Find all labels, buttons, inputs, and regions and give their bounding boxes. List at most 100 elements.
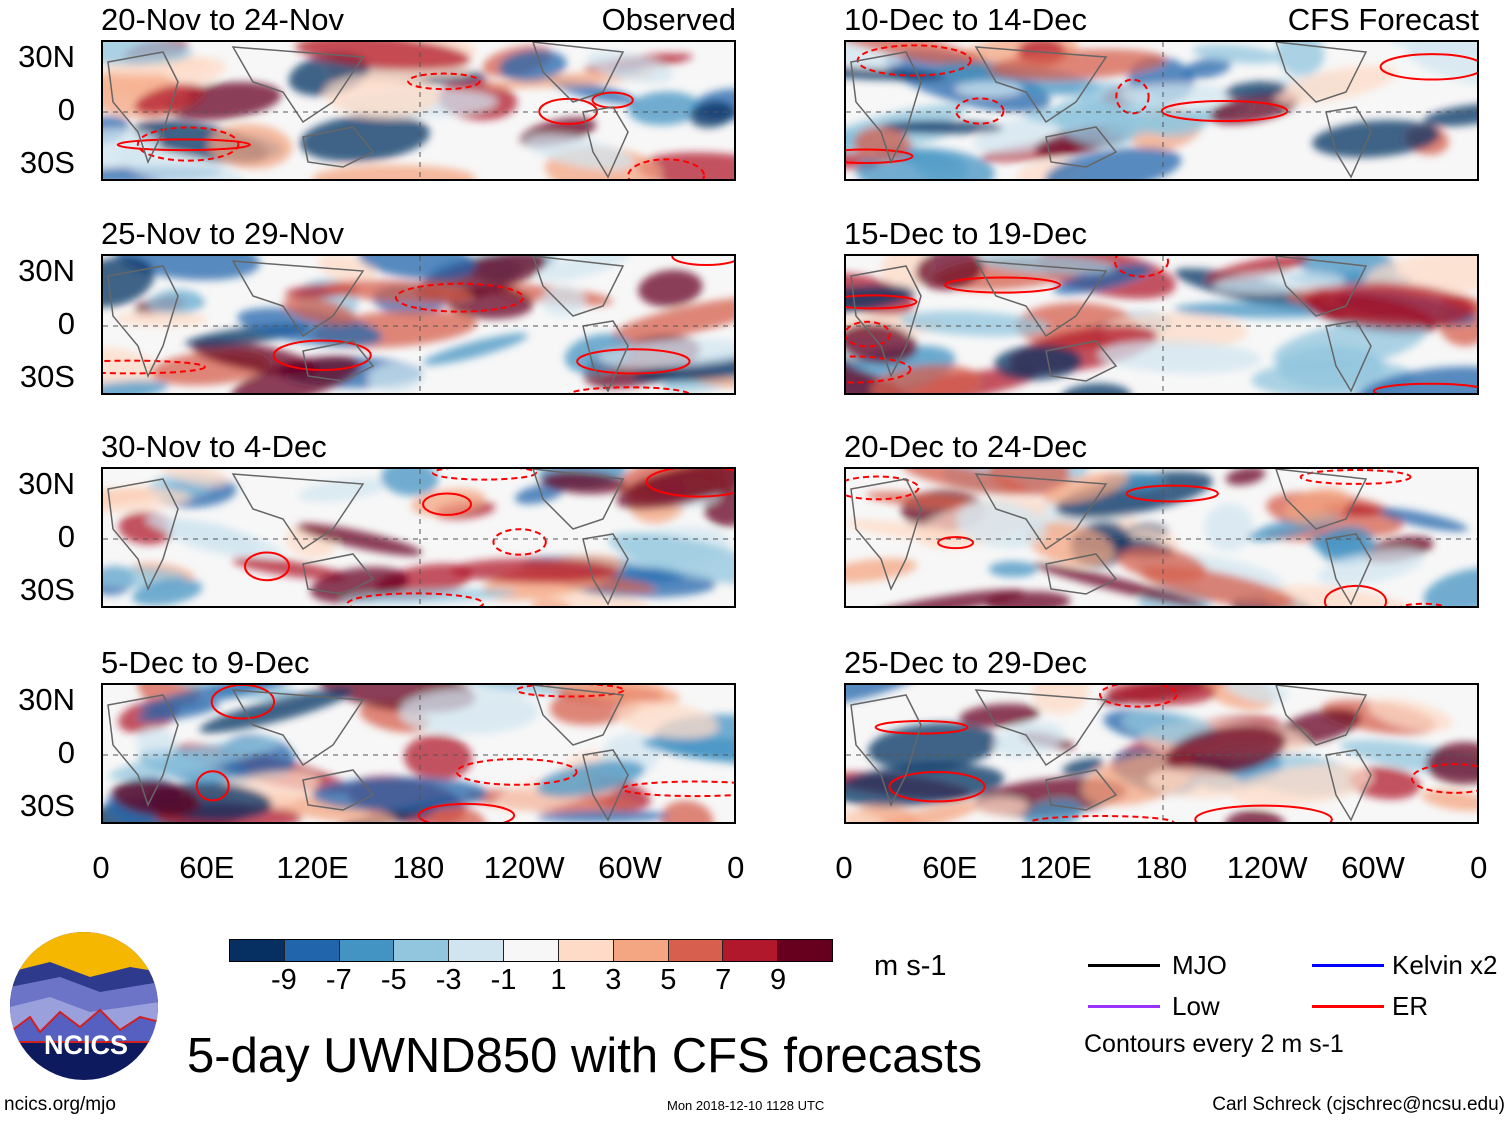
anomaly-shade	[533, 685, 680, 705]
er-contour	[1194, 804, 1333, 822]
er-contour	[1299, 469, 1412, 485]
anomaly-shade	[1183, 57, 1232, 79]
anomaly-shade	[988, 49, 1167, 81]
er-contour	[431, 469, 538, 481]
er-contour	[846, 355, 912, 384]
anomaly-shade	[103, 256, 155, 308]
lon-label: 180	[392, 850, 445, 885]
anomaly-shade	[432, 805, 486, 822]
anomaly-shade	[111, 780, 201, 817]
er-contour	[1113, 256, 1170, 278]
anomaly-shade	[199, 688, 353, 733]
er-contour	[627, 158, 706, 179]
panel-title: 10-Dec to 14-Dec	[844, 2, 1087, 37]
anomaly-shade	[1312, 120, 1440, 158]
kelvin-line-icon	[1312, 964, 1384, 967]
footer-url[interactable]: ncics.org/mjo	[4, 1094, 116, 1115]
anomaly-shade	[1263, 585, 1425, 606]
anomaly-shade	[1421, 789, 1477, 811]
anomaly-shade	[868, 589, 1025, 606]
logo-text: NCICS	[44, 1030, 128, 1060]
anomaly-shade	[1173, 302, 1346, 319]
anomaly-shade	[537, 256, 631, 282]
anomaly-shade	[103, 487, 192, 515]
anomaly-shade	[536, 810, 670, 822]
anomaly-shade	[1106, 685, 1217, 706]
coastline	[107, 685, 629, 822]
er-contour	[1372, 382, 1477, 393]
footer-author: Carl Schreck (cjschrec@ncsu.edu)	[1212, 1094, 1505, 1115]
colorbar-label: -9	[271, 964, 297, 996]
anomaly-shade	[846, 558, 918, 583]
panel-title: 15-Dec to 19-Dec	[844, 216, 1087, 251]
panel-title: 25-Dec to 29-Dec	[844, 645, 1087, 680]
map-panel	[101, 467, 736, 608]
coastline	[107, 469, 629, 606]
anomaly-shade	[1407, 42, 1477, 88]
colorbar-units: m s-1	[874, 950, 947, 982]
er-contour	[492, 528, 547, 556]
er-contour	[888, 771, 986, 803]
colorbar-label: -7	[325, 964, 352, 996]
low-line-icon	[1088, 1005, 1160, 1008]
colorbar-label: -5	[380, 964, 407, 996]
anomaly-shade	[404, 734, 473, 781]
anomaly-shade	[637, 152, 734, 179]
anomaly-shade	[1053, 264, 1152, 295]
er-contour	[195, 770, 230, 802]
lat-label: 30N	[18, 682, 75, 717]
coastline	[107, 256, 629, 393]
anomaly-shade	[638, 269, 703, 307]
anomaly-shade	[139, 685, 300, 711]
anomaly-shade	[399, 689, 539, 735]
anomaly-shade	[1165, 725, 1287, 776]
panel-title: 5-Dec to 9-Dec	[101, 645, 310, 680]
anomaly-shade	[1060, 383, 1132, 393]
lat-label: 30S	[19, 145, 75, 180]
colorbar-label: 5	[660, 964, 677, 996]
anomaly-shade	[1147, 767, 1242, 799]
er-contour	[1099, 685, 1178, 708]
anomaly-shade	[642, 736, 734, 766]
er-contour	[1323, 584, 1388, 606]
anomaly-shade	[611, 297, 734, 342]
coastline	[850, 685, 1372, 822]
anomaly-shade	[865, 491, 991, 510]
lon-label: 60E	[922, 850, 978, 885]
anomaly-shade	[846, 685, 919, 708]
lat-label: 0	[57, 735, 75, 770]
anomaly-shade	[299, 114, 430, 162]
anomaly-shade	[1122, 710, 1217, 744]
er-contour	[846, 320, 891, 348]
anomaly-shade	[956, 500, 1047, 549]
anomaly-shade	[514, 483, 564, 505]
er-contour	[1410, 763, 1477, 794]
anomaly-shade	[1357, 366, 1477, 393]
coastline	[107, 42, 629, 179]
er-contour	[1379, 53, 1477, 81]
anomaly-shade	[846, 519, 966, 542]
colorbar-swatch	[613, 940, 669, 961]
anomaly-shade	[135, 727, 178, 761]
anomaly-shade	[1309, 532, 1369, 556]
colorbar-swatch	[504, 940, 559, 961]
colorbar-swatch	[449, 940, 505, 961]
map-panel	[844, 40, 1479, 181]
lon-label: 60W	[598, 850, 662, 885]
anomaly-shade	[367, 363, 423, 393]
lon-label: 120W	[483, 850, 565, 885]
lat-label: 0	[57, 519, 75, 554]
ncics-logo: NCICS	[10, 932, 158, 1080]
anomaly-shade	[146, 515, 284, 557]
anomaly-shade	[298, 477, 389, 503]
anomaly-shade	[1207, 256, 1310, 284]
anomaly-shade	[341, 589, 517, 604]
anomaly-shade	[846, 805, 887, 822]
er-contour	[103, 359, 206, 375]
colorbar-swatch	[558, 940, 614, 961]
colorbar-label: -3	[435, 964, 462, 996]
panel-title: 20-Dec to 24-Dec	[844, 429, 1087, 464]
anomaly-shade	[1273, 318, 1426, 371]
lon-label: 0	[835, 850, 853, 885]
anomaly-shade	[627, 91, 701, 126]
